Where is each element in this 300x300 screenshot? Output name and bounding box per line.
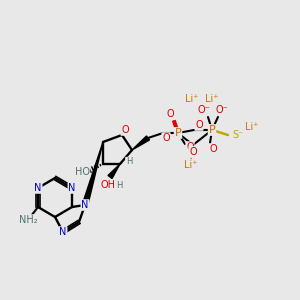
Text: O⁻: O⁻ [198, 105, 210, 115]
Text: P: P [175, 128, 182, 138]
Text: N: N [81, 200, 89, 210]
Polygon shape [108, 164, 120, 178]
Text: Li⁺: Li⁺ [185, 94, 199, 104]
Text: Li⁺: Li⁺ [205, 94, 219, 104]
Text: O: O [186, 142, 194, 152]
Text: Li⁺: Li⁺ [184, 160, 198, 170]
Text: O: O [189, 147, 197, 157]
Polygon shape [82, 142, 103, 206]
Text: HO: HO [74, 167, 89, 177]
Text: S⁻: S⁻ [232, 130, 244, 140]
Text: P: P [208, 125, 215, 135]
Text: OH: OH [100, 180, 116, 190]
Text: N: N [68, 183, 76, 193]
Text: N: N [59, 227, 67, 237]
Text: N: N [34, 183, 42, 193]
Text: O: O [162, 133, 170, 143]
Text: NH₂: NH₂ [19, 215, 37, 225]
Text: O: O [195, 120, 203, 130]
Text: Li⁺: Li⁺ [245, 122, 259, 132]
Text: O: O [121, 125, 129, 135]
Text: O: O [166, 109, 174, 119]
Text: O: O [209, 144, 217, 154]
Text: H: H [116, 181, 122, 190]
Text: H: H [126, 158, 132, 166]
Polygon shape [132, 136, 149, 150]
Text: O⁻: O⁻ [216, 105, 228, 115]
